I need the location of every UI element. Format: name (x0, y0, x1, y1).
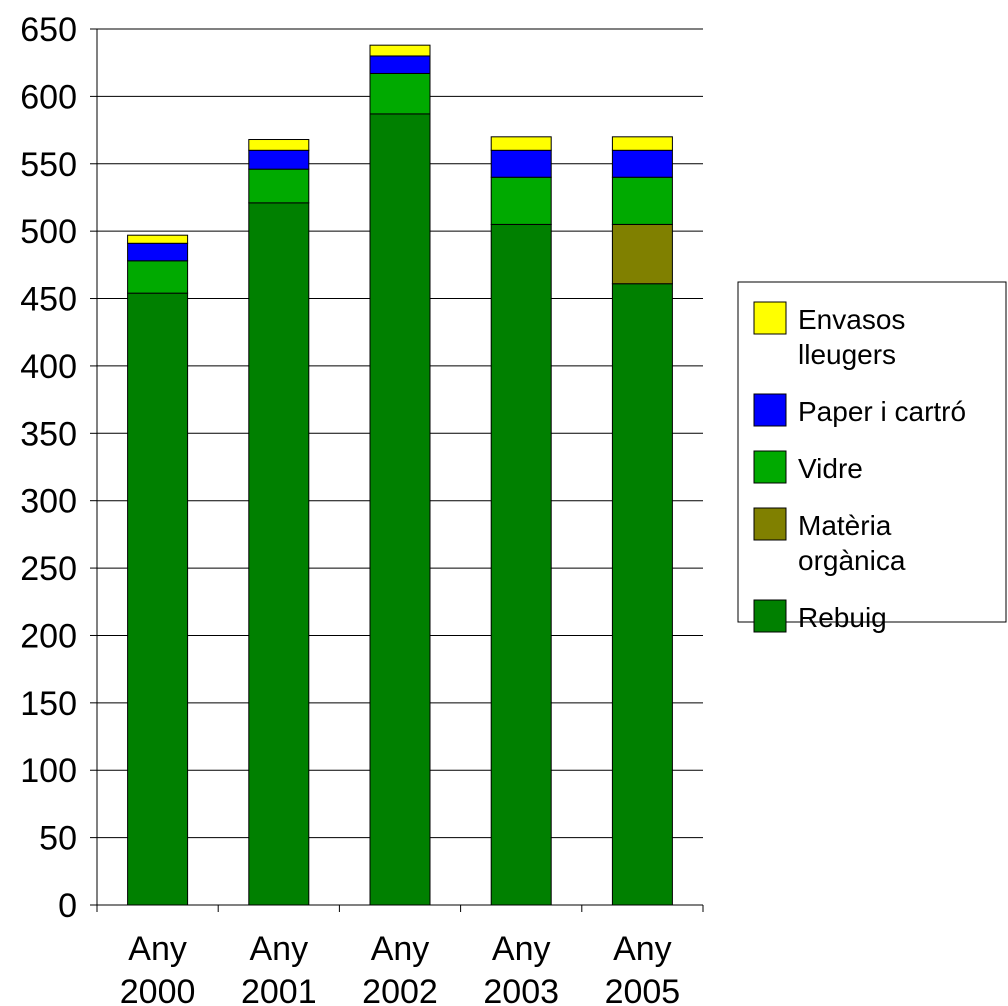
legend-label-3-line-1: orgànica (798, 545, 906, 576)
bar-2-envasos-lleugers (369, 44, 431, 57)
x-tick-label-2-line-1: 2002 (362, 973, 438, 1006)
x-tick-label-0-line-1: 2000 (120, 973, 196, 1006)
x-tick-label-1-line-1: 2001 (241, 973, 317, 1006)
y-tick-label-350: 350 (20, 415, 77, 453)
y-tick-label-250: 250 (20, 550, 77, 588)
bar-0-paper-i-cartr- (127, 242, 189, 262)
x-tick-label-2-line-0: Any (371, 930, 430, 968)
legend: Envasos lleugers Paper i cartró Vidre Matèri… (737, 281, 1007, 633)
y-tick-label-650: 650 (20, 11, 77, 49)
y-tick-label-200: 200 (20, 617, 77, 655)
bar-1-paper-i-cartr- (248, 149, 310, 170)
y-tick-label-400: 400 (20, 348, 77, 386)
x-tick-label-4-line-1: 2005 (605, 973, 681, 1006)
bar-1-rebuig (248, 202, 310, 906)
bar-0-envasos-lleugers (127, 234, 189, 244)
bar-4-envasos-lleugers (611, 136, 673, 151)
legend-label-1-line-0: Paper i cartró (798, 396, 966, 427)
bar-4-mat-ria-org-nica (611, 223, 673, 285)
bar-0-rebuig (127, 292, 189, 906)
bar-3-envasos-lleugers (490, 136, 552, 151)
legend-label-0-line-0: Envasos (798, 304, 905, 335)
legend-swatch-1 (753, 393, 787, 427)
y-tick-label-550: 550 (20, 146, 77, 184)
axes (90, 28, 704, 912)
x-tick-label-1-line-0: Any (250, 930, 309, 968)
legend-swatch-3 (753, 507, 787, 541)
legend-label-2-line-0: Vidre (798, 453, 863, 484)
y-tick-label-50: 50 (39, 820, 77, 858)
y-tick-label-0: 0 (58, 887, 77, 925)
bars (127, 44, 673, 906)
bar-3-paper-i-cartr- (490, 149, 552, 178)
y-axis-tick-labels: 0 50 100 150 200 250 300 350 400 450 500 550 600 650 (20, 11, 77, 925)
bar-3-rebuig (490, 223, 552, 906)
y-tick-label-450: 450 (20, 281, 77, 319)
bar-4-vidre (611, 176, 673, 225)
bar-1-vidre (248, 168, 310, 204)
bar-4-rebuig (611, 283, 673, 906)
bar-2-vidre (369, 72, 431, 115)
y-tick-label-500: 500 (20, 213, 77, 251)
y-tick-label-100: 100 (20, 752, 77, 790)
legend-label-4-line-0: Rebuig (798, 602, 887, 633)
legend-label-0-line-1: lleugers (798, 339, 896, 370)
bar-1-envasos-lleugers (248, 139, 310, 151)
legend-label-3-line-0: Matèria (798, 510, 892, 541)
x-tick-label-3-line-1: 2003 (483, 973, 559, 1006)
bar-2-paper-i-cartr- (369, 55, 431, 74)
legend-swatch-0 (753, 301, 787, 335)
x-tick-label-0-line-0: Any (128, 930, 187, 968)
x-tick-label-3-line-0: Any (492, 930, 551, 968)
y-tick-label-300: 300 (20, 483, 77, 521)
bar-2-rebuig (369, 113, 431, 906)
x-tick-label-4-line-0: Any (613, 930, 672, 968)
bar-0-vidre (127, 260, 189, 294)
legend-swatch-2 (753, 450, 787, 484)
x-axis-tick-labels: Any 2000 Any 2001 Any 2002 Any 2003 Any 2005 (120, 930, 680, 1006)
legend-swatch-4 (753, 599, 787, 633)
bar-4-paper-i-cartr- (611, 149, 673, 178)
y-tick-label-150: 150 (20, 685, 77, 723)
y-tick-label-600: 600 (20, 78, 77, 116)
bar-3-vidre (490, 176, 552, 225)
